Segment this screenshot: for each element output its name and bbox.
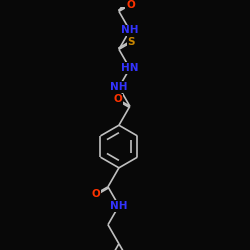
Text: NH: NH	[121, 25, 138, 35]
Text: O: O	[126, 0, 135, 10]
Text: NH: NH	[110, 82, 128, 92]
Text: HN: HN	[121, 63, 138, 73]
Text: O: O	[92, 188, 100, 198]
Text: NH: NH	[110, 201, 128, 211]
Text: S: S	[128, 37, 135, 47]
Text: O: O	[114, 94, 122, 104]
